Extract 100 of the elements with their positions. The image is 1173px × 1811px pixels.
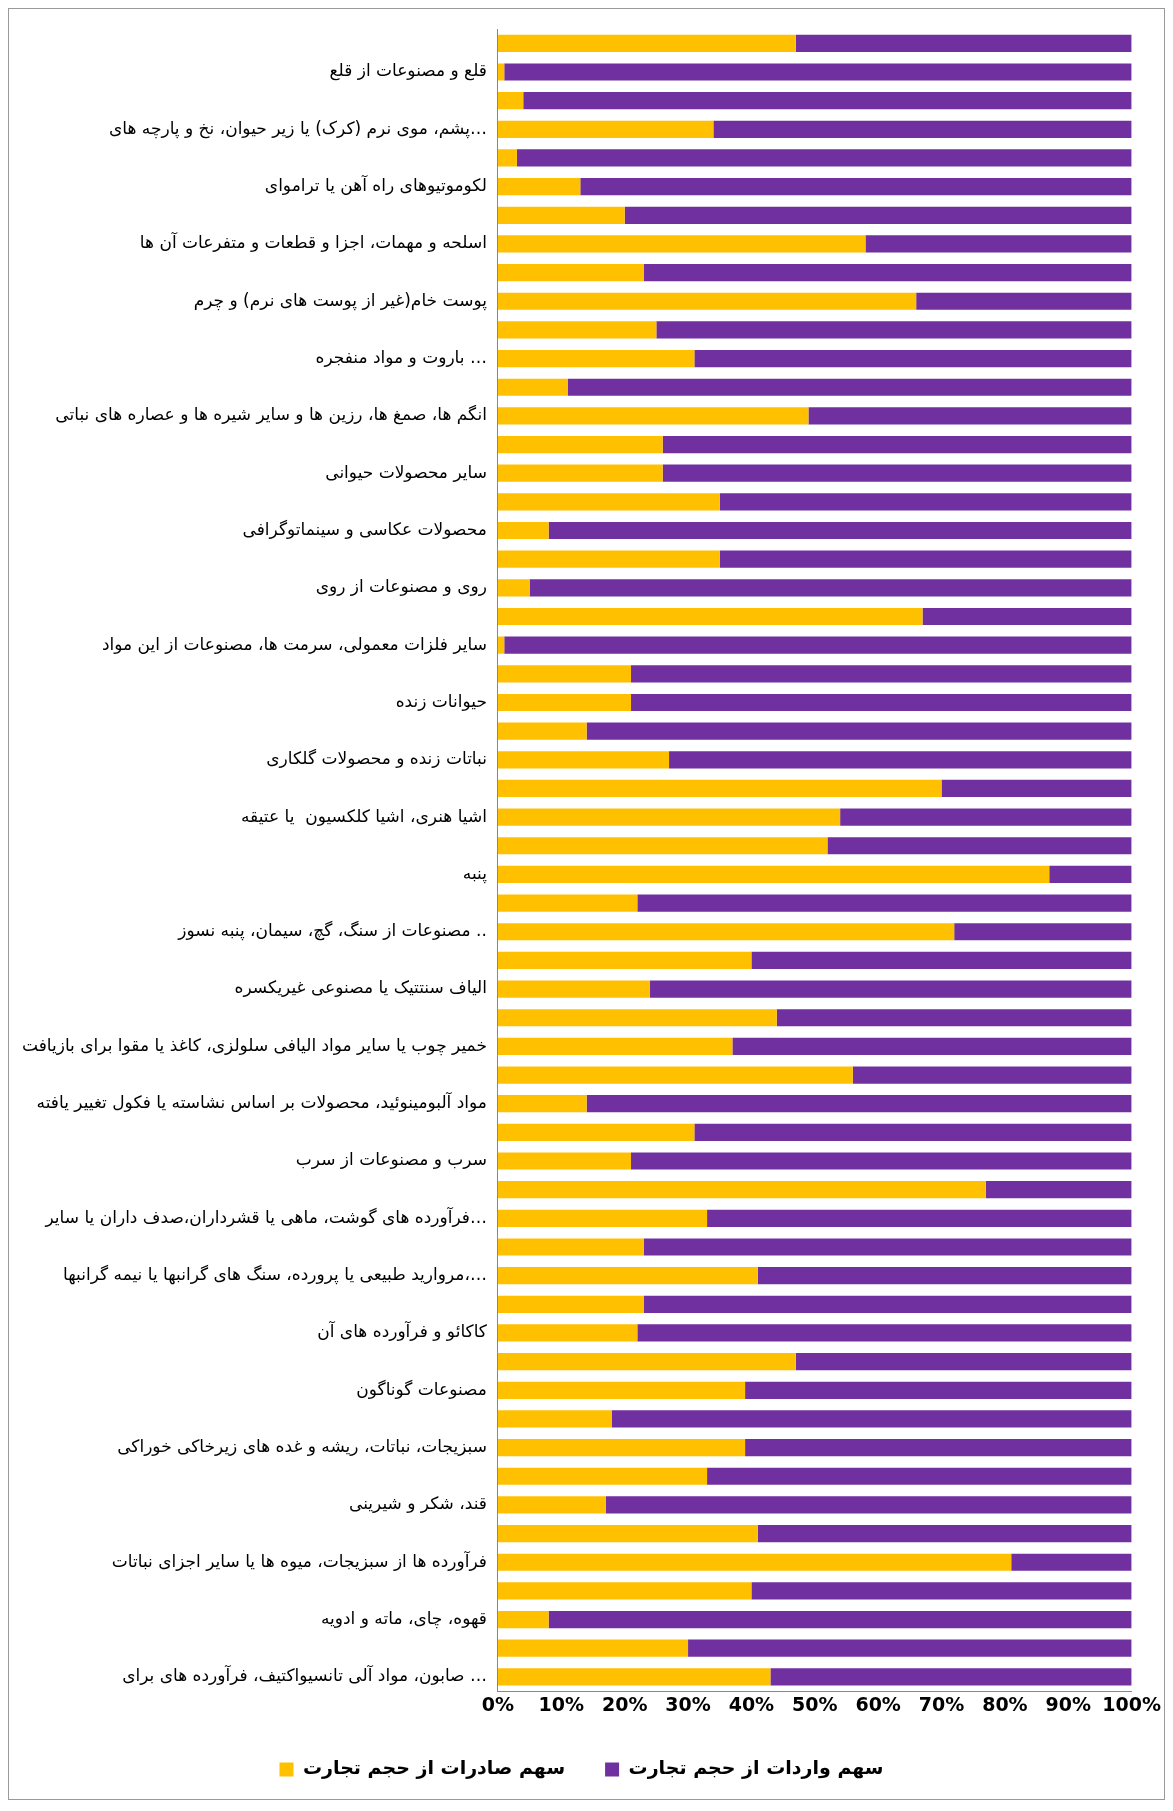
bar xyxy=(612,1410,1132,1428)
y-tick-label: الیاف سنتتیک یا مصنوعی غیریکسره xyxy=(234,977,487,998)
bar xyxy=(840,808,1132,826)
bar xyxy=(523,92,1132,110)
x-tick-label: 90% xyxy=(1045,1692,1092,1715)
bar xyxy=(795,1353,1132,1371)
bar xyxy=(497,1267,758,1285)
bar xyxy=(497,1238,644,1256)
bar xyxy=(497,1410,612,1428)
bar xyxy=(643,1295,1132,1313)
x-tick-label: 80% xyxy=(982,1692,1028,1715)
bar xyxy=(497,980,651,998)
y-tick-label: روی و مصنوعات از روی xyxy=(315,576,487,597)
bar xyxy=(497,92,524,110)
bar xyxy=(662,464,1132,482)
y-tick-label: حیوانات زنده xyxy=(395,690,487,711)
bar xyxy=(497,206,625,224)
bar xyxy=(497,1353,796,1371)
bar xyxy=(694,349,1132,368)
y-tick-label: فرآورده های گوشت، ماهی یا قشرداران،صدف داران یا سایر… xyxy=(44,1205,487,1227)
bar xyxy=(852,1066,1132,1084)
bar xyxy=(497,751,670,769)
bar xyxy=(497,607,923,626)
bar xyxy=(751,1582,1132,1600)
bar xyxy=(497,149,517,167)
y-tick-label: قند، شکر و شیرینی xyxy=(349,1493,487,1514)
bar xyxy=(497,1295,644,1313)
bar xyxy=(916,292,1132,310)
bar xyxy=(497,837,828,855)
bar xyxy=(669,751,1132,769)
bar xyxy=(497,264,644,282)
legend-label: سهم صادرات از حجم تجارت xyxy=(302,1756,566,1780)
bar xyxy=(497,1496,606,1514)
y-tick-label: سایر محصولات حیوانی xyxy=(325,461,487,482)
bar xyxy=(497,1467,708,1485)
bar xyxy=(497,235,866,253)
x-tick-label: 20% xyxy=(601,1692,648,1715)
y-tick-label: قلع و مصنوعات از قلع xyxy=(329,60,487,82)
bar xyxy=(1049,865,1132,884)
bar xyxy=(662,435,1132,454)
bar xyxy=(694,1123,1132,1141)
y-tick-label: خمیر چوب یا سایر مواد الیافی سلولزی، کاغذ یا مقوا برای بازیافت xyxy=(21,1034,487,1056)
bar xyxy=(497,1381,746,1399)
bar xyxy=(808,407,1132,425)
bar xyxy=(985,1181,1132,1199)
bar xyxy=(795,34,1132,52)
bar xyxy=(497,579,530,597)
y-tick-label: سبزیجات، نباتات، ریشه و غده های زیرخاکی خوراکی xyxy=(117,1436,487,1457)
bar xyxy=(497,63,505,81)
bar xyxy=(497,1095,587,1113)
bar xyxy=(497,1524,758,1543)
bar xyxy=(497,493,720,511)
bar xyxy=(1011,1553,1132,1571)
bar xyxy=(732,1037,1132,1055)
y-tick-label: مواد آلبومینوئید، محصولات بر اساس نشاسته یا فکول تغییر یافته xyxy=(36,1091,487,1113)
bar xyxy=(497,1037,733,1055)
bar xyxy=(497,693,632,712)
y-tick-label: فرآورده ها از سبزیجات، میوه ها یا سایر اجزای نباتات xyxy=(111,1549,487,1571)
bar xyxy=(941,779,1132,798)
bar xyxy=(497,779,942,798)
bar xyxy=(713,120,1132,138)
bar xyxy=(954,923,1132,941)
bar xyxy=(504,636,1132,654)
y-tick-label: لکوموتیوهای راه آهن یا تراموای xyxy=(264,174,487,196)
y-tick-label: قهوه، چای، ماته و ادویه xyxy=(320,1607,487,1629)
bar xyxy=(637,894,1132,912)
bar xyxy=(631,1152,1132,1170)
bar xyxy=(497,1639,689,1657)
bar xyxy=(497,636,505,654)
bar xyxy=(516,149,1132,167)
y-tick-label: پنبه xyxy=(462,862,488,884)
bar xyxy=(497,1553,1012,1571)
bar xyxy=(745,1381,1132,1399)
bar xyxy=(497,120,714,138)
bar xyxy=(643,1238,1132,1256)
x-tick-label: 10% xyxy=(538,1692,585,1715)
bar xyxy=(497,1324,638,1342)
bar xyxy=(497,464,663,482)
y-tick-label: باروت و مواد منفجره … xyxy=(315,347,487,367)
y-tick-label: صابون، مواد آلی تانسیواکتیف، فرآورده های برای … xyxy=(122,1664,487,1686)
y-tick-label: مصنوعات گوناگون xyxy=(356,1378,487,1399)
bar xyxy=(586,1095,1132,1113)
bar xyxy=(827,837,1132,855)
bar xyxy=(643,264,1132,282)
bar xyxy=(497,1152,632,1170)
bar xyxy=(497,722,587,740)
bar xyxy=(497,1582,752,1600)
bar xyxy=(656,321,1132,339)
bar xyxy=(757,1524,1132,1543)
bar xyxy=(497,1066,853,1084)
x-tick-label: 50% xyxy=(792,1692,838,1715)
bar xyxy=(529,579,1132,597)
bar xyxy=(922,607,1132,626)
bar xyxy=(707,1209,1132,1227)
bar xyxy=(548,1610,1132,1629)
bar xyxy=(497,435,663,454)
y-tick-label: سایر فلزات معمولی، سرمت ها، مصنوعات از این مواد xyxy=(101,633,487,654)
bar xyxy=(497,1439,746,1457)
bar xyxy=(504,63,1132,81)
x-tick-label: 60% xyxy=(855,1692,901,1715)
